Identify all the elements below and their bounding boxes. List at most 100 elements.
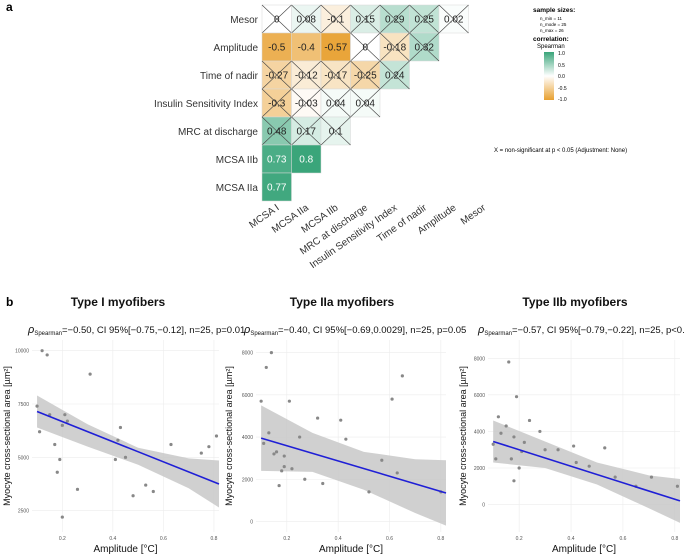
heatmap-cell: 0.32 (409, 32, 440, 62)
heatmap-cell: -0.4 (291, 32, 322, 62)
heatmap-cell: -0.27 (261, 60, 292, 90)
heatmap-cell: 0.1 (320, 116, 351, 146)
heatmap-cell-value: -0.27 (265, 71, 288, 82)
heatmap-row-label: Mesor (230, 15, 258, 26)
data-point (543, 448, 547, 452)
nonsignificant-cross (261, 4, 292, 34)
data-point (259, 399, 263, 403)
heatmap-cell: 0.02 (438, 4, 469, 34)
data-point (496, 415, 500, 419)
data-point (151, 489, 155, 494)
data-point (522, 440, 526, 444)
heatmap-cell-value: 0.32 (415, 43, 435, 54)
x-tick-label: 0.6 (619, 536, 626, 542)
nonsignificant-cross (379, 60, 410, 90)
data-point (282, 454, 286, 458)
nonsignificant-cross (409, 4, 440, 34)
data-point (282, 464, 286, 469)
heatmap-cell: 0 (350, 32, 381, 62)
nonsignificant-cross (379, 32, 410, 62)
heatmap-cell-value: 0.48 (267, 127, 287, 138)
heatmap-cell-value: 0.25 (415, 15, 435, 26)
heatmap-cell: 0.73 (261, 144, 292, 174)
heatmap-cell-value: 0.29 (385, 15, 405, 26)
heatmap-cell-value: 0.24 (385, 71, 405, 82)
data-point (269, 351, 274, 355)
data-point (395, 471, 399, 475)
nonsignificant-cross (291, 116, 322, 146)
x-tick-label: 0.8 (437, 536, 444, 542)
data-point (538, 429, 542, 434)
heatmap-cell: 0.77 (261, 172, 292, 202)
nonsignificant-cross (438, 4, 469, 34)
data-point (504, 424, 508, 428)
legend-sizes-title: sample sizes: (533, 7, 575, 14)
heatmap-cell-value: -0.03 (295, 99, 318, 110)
scatter-stats: ρSpearman=−0.57, CI 95%[−0.79,−0.22], n=… (477, 324, 685, 337)
heatmap-cell: 0.08 (291, 4, 322, 34)
x-axis-label: Amplitude [°C] (319, 544, 383, 555)
heatmap-cell-value: -0.5 (268, 43, 286, 54)
heatmap-row-label: Time of nadir (200, 71, 259, 82)
data-point (280, 469, 284, 473)
nonsignificant-cross (291, 60, 322, 90)
nonsignificant-cross (350, 60, 381, 90)
nonsignificant-cross (320, 60, 351, 90)
data-point (144, 483, 148, 487)
x-axis-label: Amplitude [°C] (552, 544, 616, 555)
nonsignificant-cross (379, 4, 410, 34)
regression-line (492, 440, 681, 502)
scatter-stats: ρSpearman=−0.40, CI 95%[−0.69,0.0029], n… (243, 324, 466, 337)
data-point (45, 353, 49, 357)
heatmap-cell: 0.8 (291, 144, 322, 174)
data-point (344, 437, 348, 441)
y-tick-label: 2000 (474, 466, 485, 472)
heatmap-cell: 0 (261, 4, 292, 34)
data-point (298, 435, 302, 439)
legend-tick-m05: -0.5 (558, 86, 567, 92)
data-point (287, 399, 291, 403)
y-tick-label: 4000 (242, 435, 253, 441)
heatmap-cell: -0.18 (379, 32, 410, 62)
nonsignificant-cross (409, 32, 440, 62)
data-point (316, 416, 320, 420)
y-tick-label: 5000 (18, 455, 29, 461)
data-point (400, 374, 404, 378)
heatmap-cell-value: 0.04 (356, 99, 376, 110)
data-point (207, 445, 211, 449)
heatmap-cell-fill (261, 172, 292, 202)
nonsignificant-cross (291, 4, 322, 34)
data-point (514, 395, 519, 399)
data-point (675, 484, 680, 488)
heatmap-cell-value: 0 (274, 15, 280, 26)
data-point (65, 419, 69, 423)
data-point (199, 451, 203, 455)
data-point (267, 431, 271, 435)
heatmap-row-label: Amplitude (214, 43, 259, 54)
data-point (55, 470, 59, 474)
heatmap-cell-value: 0.77 (267, 183, 287, 194)
legend-tick-0: 0.0 (558, 74, 565, 80)
legend-size-mode: n_mode = 25 (540, 22, 567, 27)
data-point (290, 467, 294, 471)
heatmap-cell-value: 0.17 (297, 127, 317, 138)
data-point (264, 365, 268, 370)
heatmap-cell: 0.25 (409, 4, 440, 34)
scatter-title: Type IIb myofibers (522, 295, 627, 309)
data-point (367, 490, 371, 494)
data-point (35, 404, 39, 408)
x-axis-label: Amplitude [°C] (93, 544, 157, 555)
data-point (572, 444, 576, 448)
data-point (88, 372, 92, 376)
heatmap-cell-fill (320, 32, 351, 62)
data-point (556, 448, 560, 452)
heatmap-cell-value: -0.18 (383, 43, 406, 54)
heatmap-cell: -0.5 (261, 32, 292, 62)
nonsignificant-cross (261, 60, 292, 90)
heatmap-cell: 0.48 (261, 116, 292, 146)
legend-size-max: n_max = 26 (540, 28, 564, 33)
x-tick-label: 0.6 (386, 536, 393, 542)
heatmap-cell: -0.1 (320, 4, 351, 34)
data-point (512, 435, 516, 439)
